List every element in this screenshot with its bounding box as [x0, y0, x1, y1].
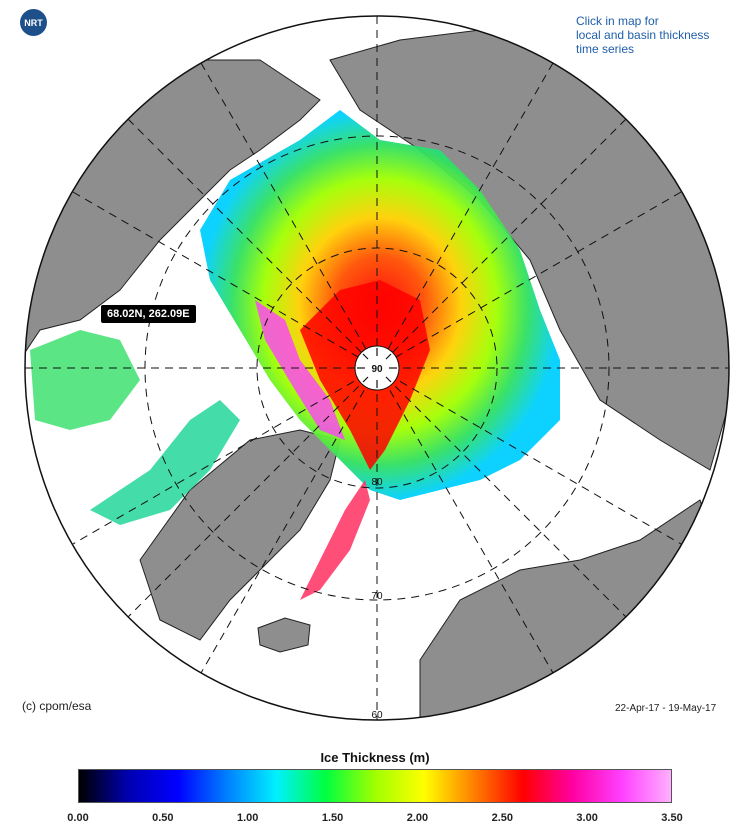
colorbar-ticks: 0.00 0.50 1.00 1.50 2.00 2.50 3.00 3.50 — [0, 812, 750, 828]
land-greenland — [139, 429, 341, 641]
arctic-ice-map[interactable]: 90 80 70 60 — [0, 0, 750, 730]
sea-ice-canadian — [30, 330, 140, 430]
coordinate-tooltip: 68.02N, 262.09E — [101, 305, 196, 323]
credit-text: (c) cpom/esa — [22, 699, 92, 713]
sea-ice-pink-edge — [255, 300, 345, 440]
colorbar-tick-label: 1.00 — [236, 812, 259, 824]
pole-spokes — [357, 348, 397, 388]
colorbar-tick-label: 2.50 — [491, 812, 513, 824]
colorbar-tick-label: 3.50 — [661, 812, 683, 824]
map-boundary — [24, 15, 730, 721]
latitude-label-70: 70 — [371, 591, 383, 602]
pole-label: 90 — [371, 364, 383, 375]
colorbar-tick-label: 2.00 — [406, 812, 429, 824]
nrt-badge: NRT — [20, 9, 47, 36]
latitude-label-60: 60 — [371, 710, 383, 721]
colorbar-tick-label: 0.00 — [67, 812, 89, 824]
legend-title: Ice Thickness (m) — [320, 750, 430, 765]
colorbar-tick-label: 1.50 — [321, 812, 344, 824]
date-range: 22-Apr-17 - 19-May-17 — [615, 703, 717, 714]
sea-ice-east-greenland — [300, 480, 370, 600]
colorbar-tick-label: 0.50 — [152, 812, 174, 824]
latitude-label-80: 80 — [371, 477, 383, 488]
colorbar — [78, 769, 672, 803]
land-iceland — [257, 617, 311, 653]
colorbar-tick-label: 3.00 — [576, 812, 598, 824]
map-help-text: Click in map for local and basin thickne… — [576, 14, 710, 56]
